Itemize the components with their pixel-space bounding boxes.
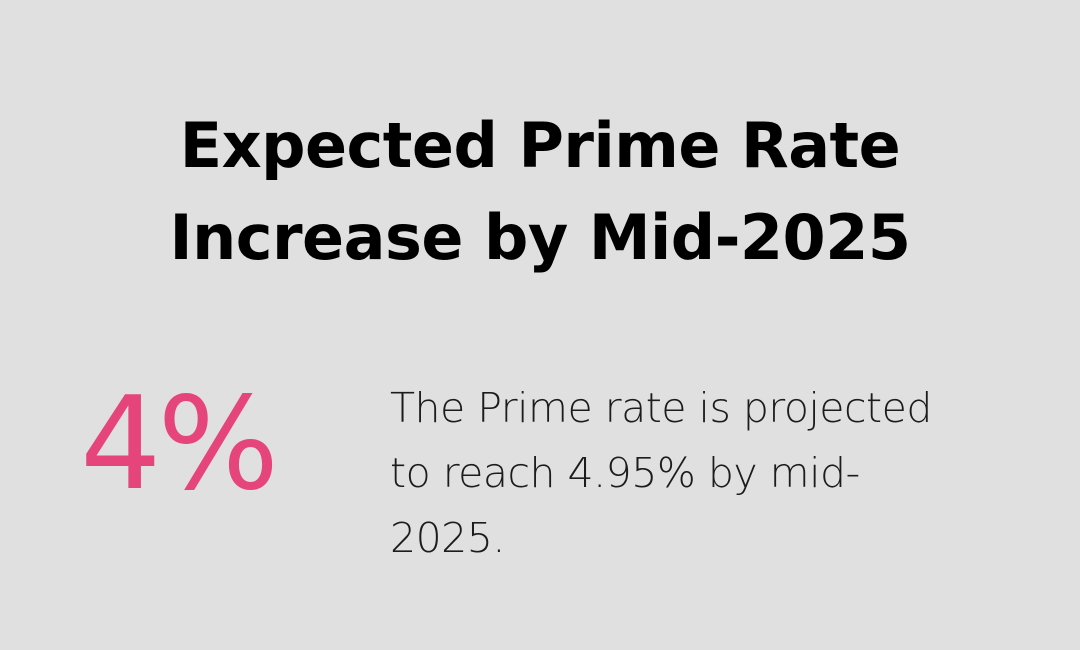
page-title-line-2: Increase by Mid-2025 xyxy=(169,201,911,274)
stat-description: The Prime rate is projected to reach 4.9… xyxy=(390,376,1010,571)
page-title-line-1: Expected Prime Rate xyxy=(179,109,901,182)
stat-description-line-1: The Prime rate is projected xyxy=(390,384,932,432)
stat-description-line-2: to reach 4.95% by mid- xyxy=(390,449,860,497)
stat-value: 4% xyxy=(80,370,279,519)
page-title: Expected Prime Rate Increase by Mid-2025 xyxy=(0,100,1080,284)
stat-description-line-3: 2025. xyxy=(390,514,505,562)
